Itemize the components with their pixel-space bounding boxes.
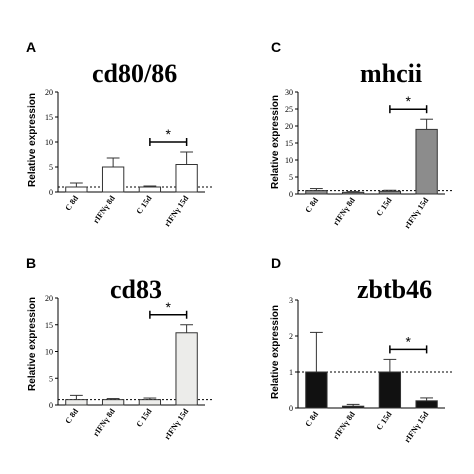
chart-title: zbtb46 <box>357 275 432 304</box>
bar <box>305 190 328 195</box>
category-label: rIFNγ 8d <box>331 196 357 227</box>
bar <box>378 371 402 409</box>
y-tick-label: 20 <box>285 122 293 131</box>
panel-letter: C <box>271 39 281 55</box>
y-tick-label: 15 <box>45 113 53 122</box>
y-axis-label: Relative expression <box>270 95 281 189</box>
y-tick-label: 0 <box>289 404 293 413</box>
chart-title: mhcii <box>360 59 422 88</box>
y-axis-label: Relative expression <box>27 93 38 187</box>
category-label: rIFNγ 8d <box>331 410 357 441</box>
y-tick-label: 0 <box>49 188 53 197</box>
y-tick-label: 10 <box>45 348 53 357</box>
panel-letter: B <box>26 255 36 271</box>
category-label: C 8d <box>63 194 80 213</box>
y-tick-label: 20 <box>45 88 53 97</box>
bar <box>138 186 162 193</box>
y-tick-label: 10 <box>285 156 293 165</box>
category-label: C 8d <box>303 196 320 215</box>
bar <box>175 164 198 193</box>
bar <box>341 405 365 409</box>
category-label: rIFNγ 15d <box>163 407 191 442</box>
category-label: rIFNγ 15d <box>163 194 191 229</box>
category-label: C 8d <box>63 407 80 426</box>
y-tick-label: 2 <box>289 332 293 341</box>
y-tick-label: 0 <box>49 401 53 410</box>
y-tick-label: 15 <box>285 139 293 148</box>
y-axis-label: Relative expression <box>27 297 38 391</box>
chart-title: cd80/86 <box>92 59 177 88</box>
y-tick-label: 30 <box>285 88 293 97</box>
bar <box>415 400 438 409</box>
y-tick-label: 1 <box>289 368 293 377</box>
bar <box>101 166 125 193</box>
category-label: rIFNγ 8d <box>91 407 117 438</box>
y-tick-label: 15 <box>45 321 53 330</box>
y-tick-label: 5 <box>289 173 293 182</box>
category-label: C 15d <box>375 410 394 432</box>
category-label: C 15d <box>135 194 154 216</box>
bar <box>138 399 162 406</box>
bar <box>415 128 438 195</box>
y-tick-label: 3 <box>289 296 293 305</box>
y-axis-label: Relative expression <box>270 305 281 399</box>
y-tick-label: 5 <box>49 163 53 172</box>
panel-letter: A <box>26 39 36 55</box>
bar <box>341 191 365 195</box>
bar <box>175 332 198 406</box>
bar <box>65 186 88 193</box>
y-tick-label: 20 <box>45 294 53 303</box>
category-label: C 8d <box>303 410 320 429</box>
significance-star: * <box>166 126 172 142</box>
significance-star: * <box>406 93 412 109</box>
category-label: C 15d <box>375 196 394 218</box>
category-label: rIFNγ 8d <box>91 194 117 225</box>
bar <box>101 399 125 406</box>
y-tick-label: 10 <box>45 138 53 147</box>
category-label: C 15d <box>135 407 154 429</box>
significance-star: * <box>406 333 412 349</box>
panel-letter: D <box>271 255 281 271</box>
category-label: rIFNγ 15d <box>403 196 431 231</box>
significance-star: * <box>166 299 172 315</box>
y-tick-label: 0 <box>289 190 293 199</box>
y-tick-label: 5 <box>49 374 53 383</box>
category-label: rIFNγ 15d <box>403 410 431 445</box>
chart-title: cd83 <box>110 275 162 304</box>
bar <box>65 399 88 406</box>
bar <box>305 371 328 409</box>
bar <box>378 190 402 195</box>
y-tick-label: 25 <box>285 105 293 114</box>
